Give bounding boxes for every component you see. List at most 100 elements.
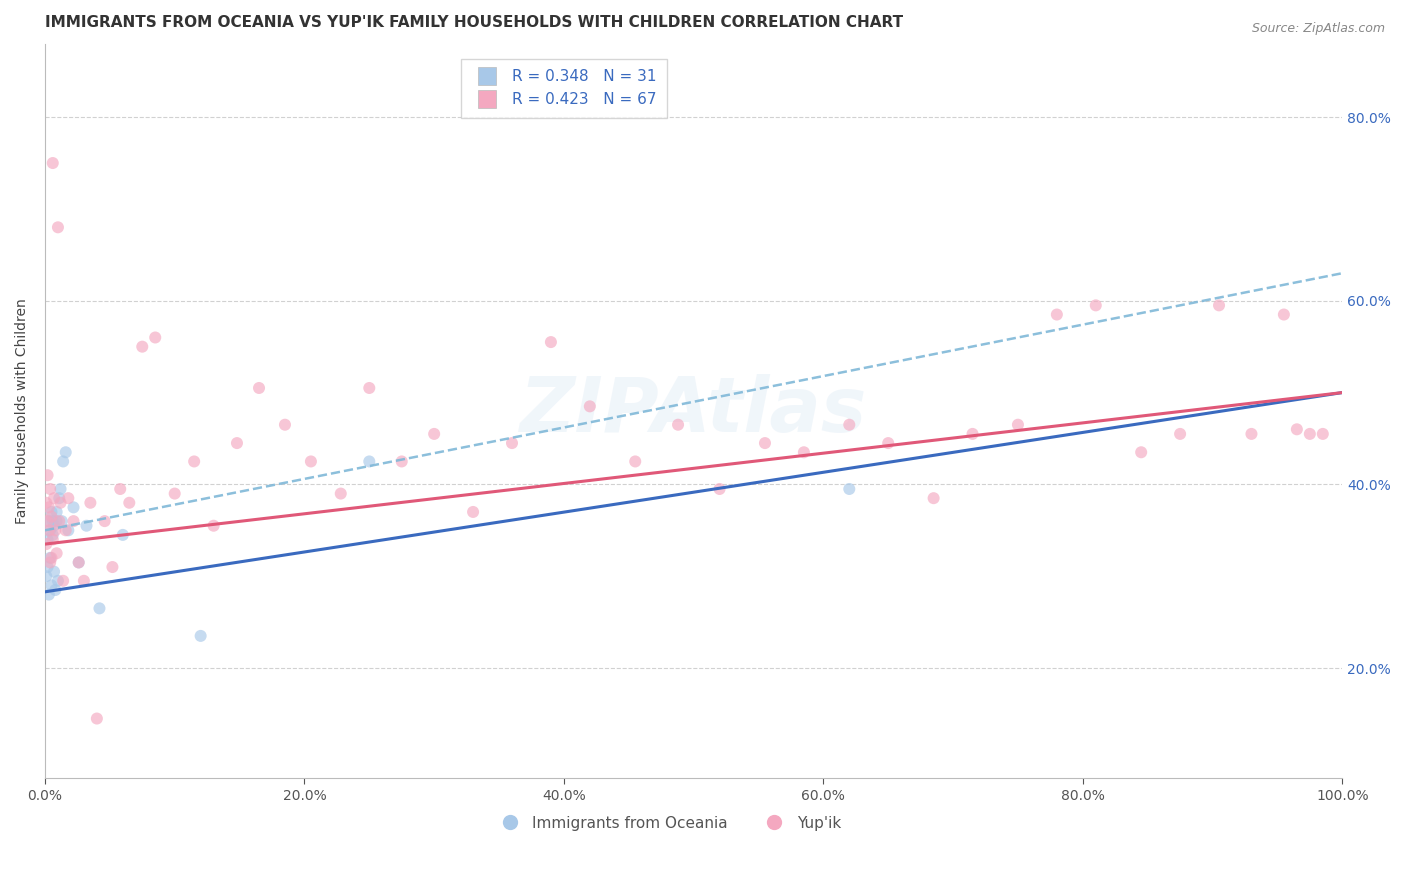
Point <box>423 426 446 441</box>
Point <box>131 340 153 354</box>
Point <box>38 588 60 602</box>
Point <box>42 565 65 579</box>
Text: IMMIGRANTS FROM OCEANIA VS YUP'IK FAMILY HOUSEHOLDS WITH CHILDREN CORRELATION CH: IMMIGRANTS FROM OCEANIA VS YUP'IK FAMILY… <box>45 15 903 30</box>
Point <box>39 550 62 565</box>
Point <box>38 500 60 515</box>
Point <box>52 454 75 468</box>
Point <box>1285 422 1308 436</box>
Point <box>58 524 80 538</box>
Point <box>39 524 62 538</box>
Point <box>44 582 66 597</box>
Point <box>793 445 815 459</box>
Point <box>42 491 65 505</box>
Point <box>67 556 90 570</box>
Point <box>1208 298 1230 312</box>
Point <box>962 426 984 441</box>
Point <box>359 381 381 395</box>
Point <box>41 509 63 524</box>
Point <box>501 436 523 450</box>
Point <box>143 330 166 344</box>
Point <box>42 156 65 170</box>
Point <box>226 436 249 450</box>
Point <box>37 533 59 547</box>
Point <box>51 514 73 528</box>
Point <box>41 550 63 565</box>
Point <box>42 518 65 533</box>
Point <box>41 505 63 519</box>
Point <box>44 524 66 538</box>
Point <box>838 482 860 496</box>
Text: Source: ZipAtlas.com: Source: ZipAtlas.com <box>1251 22 1385 36</box>
Point <box>35 537 58 551</box>
Point <box>1046 308 1069 322</box>
Point <box>35 496 58 510</box>
Point <box>101 560 124 574</box>
Point <box>111 528 134 542</box>
Point <box>1084 298 1107 312</box>
Point <box>45 514 67 528</box>
Point <box>37 468 59 483</box>
Point <box>79 496 101 510</box>
Point <box>58 491 80 505</box>
Point <box>37 514 59 528</box>
Point <box>48 491 70 505</box>
Point <box>35 569 58 583</box>
Point <box>39 482 62 496</box>
Point <box>922 491 945 505</box>
Point <box>1312 426 1334 441</box>
Point <box>45 505 67 519</box>
Legend: Immigrants from Oceania, Yup'ik: Immigrants from Oceania, Yup'ik <box>488 809 848 837</box>
Point <box>540 334 562 349</box>
Point <box>42 514 65 528</box>
Point <box>299 454 322 468</box>
Point <box>709 482 731 496</box>
Point <box>38 514 60 528</box>
Point <box>37 560 59 574</box>
Point <box>666 417 689 432</box>
Point <box>67 556 90 570</box>
Point <box>1299 426 1322 441</box>
Point <box>391 454 413 468</box>
Point <box>110 482 132 496</box>
Point <box>46 574 69 588</box>
Point <box>89 601 111 615</box>
Y-axis label: Family Households with Children: Family Households with Children <box>15 298 30 524</box>
Point <box>1130 445 1153 459</box>
Point <box>838 417 860 432</box>
Point <box>183 454 205 468</box>
Point <box>52 574 75 588</box>
Point <box>62 514 84 528</box>
Point <box>45 546 67 560</box>
Point <box>42 533 65 547</box>
Point <box>86 712 108 726</box>
Text: ZIPAtlas: ZIPAtlas <box>520 374 868 448</box>
Point <box>461 505 484 519</box>
Point <box>55 524 77 538</box>
Point <box>62 500 84 515</box>
Point <box>39 556 62 570</box>
Point <box>1168 426 1191 441</box>
Point <box>329 486 352 500</box>
Point <box>42 528 65 542</box>
Point <box>274 417 297 432</box>
Point <box>624 454 647 468</box>
Point <box>76 518 98 533</box>
Point <box>190 629 212 643</box>
Point <box>38 524 60 538</box>
Point <box>163 486 186 500</box>
Point <box>579 400 602 414</box>
Point <box>48 514 70 528</box>
Point <box>1272 308 1295 322</box>
Point <box>118 496 141 510</box>
Point <box>247 381 270 395</box>
Point <box>41 578 63 592</box>
Point <box>1240 426 1263 441</box>
Point <box>754 436 776 450</box>
Point <box>49 482 72 496</box>
Point <box>1007 417 1029 432</box>
Point <box>93 514 115 528</box>
Point <box>46 220 69 235</box>
Point <box>877 436 900 450</box>
Point <box>202 518 225 533</box>
Point <box>49 496 72 510</box>
